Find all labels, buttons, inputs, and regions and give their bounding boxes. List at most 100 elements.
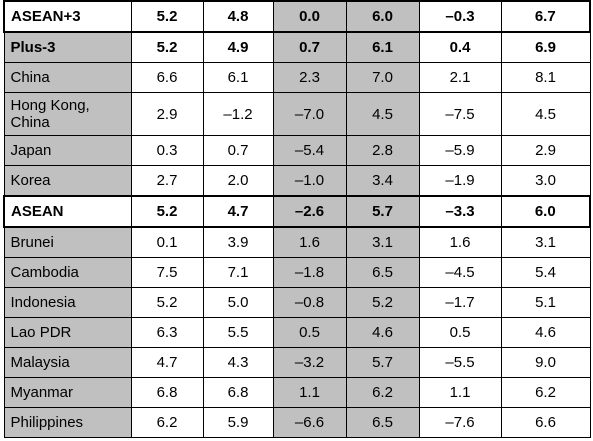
- cell-value: 5.2: [130, 195, 204, 228]
- cell-value: 6.5: [345, 407, 420, 438]
- cell-value: 5.7: [345, 195, 420, 228]
- cell-value: 3.0: [500, 165, 591, 197]
- cell-value: 2.1: [418, 62, 502, 93]
- cell-value: 5.1: [500, 287, 591, 318]
- row-label: Hong Kong, China: [3, 92, 132, 136]
- table-row: Korea 2.7 2.0 –1.0 3.4 –1.9 3.0: [3, 165, 591, 197]
- table-row: Philippines 6.2 5.9 –6.6 6.5 –7.6 6.6: [3, 407, 591, 438]
- cell-value: 0.0: [272, 0, 347, 33]
- cell-value: 3.1: [500, 226, 591, 258]
- cell-value: 8.1: [500, 62, 591, 93]
- table-row: Malaysia 4.7 4.3 –3.2 5.7 –5.5 9.0: [3, 347, 591, 378]
- row-label: Cambodia: [3, 257, 132, 288]
- cell-value: 6.8: [130, 377, 204, 408]
- cell-value: 5.7: [345, 347, 420, 378]
- cell-value: 5.2: [130, 0, 204, 33]
- row-label: Plus-3: [3, 31, 132, 63]
- cell-value: 0.1: [130, 226, 204, 258]
- cell-value: –0.3: [418, 0, 502, 33]
- cell-value: –3.2: [272, 347, 347, 378]
- cell-value: –7.6: [418, 407, 502, 438]
- table-row: ASEAN+3 5.2 4.8 0.0 6.0 –0.3 6.7: [3, 0, 591, 33]
- row-label: Indonesia: [3, 287, 132, 318]
- cell-value: 6.2: [345, 377, 420, 408]
- cell-value: 6.1: [202, 62, 274, 93]
- cell-value: 4.9: [202, 31, 274, 63]
- cell-value: 6.6: [500, 407, 591, 438]
- cell-value: 6.2: [130, 407, 204, 438]
- table-body: ASEAN+3 5.2 4.8 0.0 6.0 –0.3 6.7 Plus-3 5.2 4.9 0.…: [3, 0, 591, 438]
- cell-value: 0.3: [130, 135, 204, 166]
- cell-value: 2.9: [500, 135, 591, 166]
- cell-value: 4.7: [130, 347, 204, 378]
- cell-value: –3.3: [418, 195, 502, 228]
- row-label: ASEAN: [3, 195, 132, 228]
- table-row: Brunei 0.1 3.9 1.6 3.1 1.6 3.1: [3, 226, 591, 258]
- cell-value: 2.3: [272, 62, 347, 93]
- cell-value: 0.5: [418, 317, 502, 348]
- cell-value: 5.5: [202, 317, 274, 348]
- table-row: Lao PDR 6.3 5.5 0.5 4.6 0.5 4.6: [3, 317, 591, 348]
- table-row: Plus-3 5.2 4.9 0.7 6.1 0.4 6.9: [3, 31, 591, 63]
- table-row: Hong Kong, China 2.9 –1.2 –7.0 4.5 –7.5 4.5: [3, 92, 591, 136]
- cell-value: 3.9: [202, 226, 274, 258]
- cell-value: –5.9: [418, 135, 502, 166]
- cell-value: 5.4: [500, 257, 591, 288]
- row-label: Myanmar: [3, 377, 132, 408]
- table-row: Myanmar 6.8 6.8 1.1 6.2 1.1 6.2: [3, 377, 591, 408]
- row-label: ASEAN+3: [3, 0, 132, 33]
- cell-value: –1.8: [272, 257, 347, 288]
- cell-value: –1.2: [202, 92, 274, 136]
- cell-value: –1.9: [418, 165, 502, 197]
- cell-value: –5.4: [272, 135, 347, 166]
- table-row: ASEAN 5.2 4.7 –2.6 5.7 –3.3 6.0: [3, 195, 591, 228]
- cell-value: –7.0: [272, 92, 347, 136]
- table-row: Cambodia 7.5 7.1 –1.8 6.5 –4.5 5.4: [3, 257, 591, 288]
- cell-value: 1.1: [418, 377, 502, 408]
- cell-value: 0.4: [418, 31, 502, 63]
- cell-value: 6.7: [500, 0, 591, 33]
- cell-value: –2.6: [272, 195, 347, 228]
- cell-value: 0.7: [202, 135, 274, 166]
- cell-value: –4.5: [418, 257, 502, 288]
- cell-value: 2.8: [345, 135, 420, 166]
- cell-value: 5.2: [130, 31, 204, 63]
- cell-value: 4.7: [202, 195, 274, 228]
- cell-value: 4.3: [202, 347, 274, 378]
- cell-value: 6.9: [500, 31, 591, 63]
- table-row: Japan 0.3 0.7 –5.4 2.8 –5.9 2.9: [3, 135, 591, 166]
- cell-value: 4.6: [500, 317, 591, 348]
- cell-value: –5.5: [418, 347, 502, 378]
- cell-value: –7.5: [418, 92, 502, 136]
- cell-value: 7.1: [202, 257, 274, 288]
- table-row: China 6.6 6.1 2.3 7.0 2.1 8.1: [3, 62, 591, 93]
- cell-value: 5.2: [345, 287, 420, 318]
- cell-value: 0.7: [272, 31, 347, 63]
- cell-value: 6.0: [500, 195, 591, 228]
- cell-value: 2.0: [202, 165, 274, 197]
- cell-value: 4.8: [202, 0, 274, 33]
- row-label: China: [3, 62, 132, 93]
- cell-value: 4.5: [345, 92, 420, 136]
- cell-value: 6.2: [500, 377, 591, 408]
- cell-value: 9.0: [500, 347, 591, 378]
- row-label: Malaysia: [3, 347, 132, 378]
- cell-value: 7.5: [130, 257, 204, 288]
- cell-value: 3.1: [345, 226, 420, 258]
- cell-value: –6.6: [272, 407, 347, 438]
- cell-value: 1.1: [272, 377, 347, 408]
- cell-value: –1.0: [272, 165, 347, 197]
- cell-value: 7.0: [345, 62, 420, 93]
- cell-value: 5.2: [130, 287, 204, 318]
- cell-value: 4.5: [500, 92, 591, 136]
- row-label: Korea: [3, 165, 132, 197]
- cell-value: 5.9: [202, 407, 274, 438]
- row-label: Brunei: [3, 226, 132, 258]
- cell-value: 2.7: [130, 165, 204, 197]
- cell-value: 1.6: [272, 226, 347, 258]
- row-label: Japan: [3, 135, 132, 166]
- cell-value: 6.8: [202, 377, 274, 408]
- cell-value: 6.5: [345, 257, 420, 288]
- cell-value: –0.8: [272, 287, 347, 318]
